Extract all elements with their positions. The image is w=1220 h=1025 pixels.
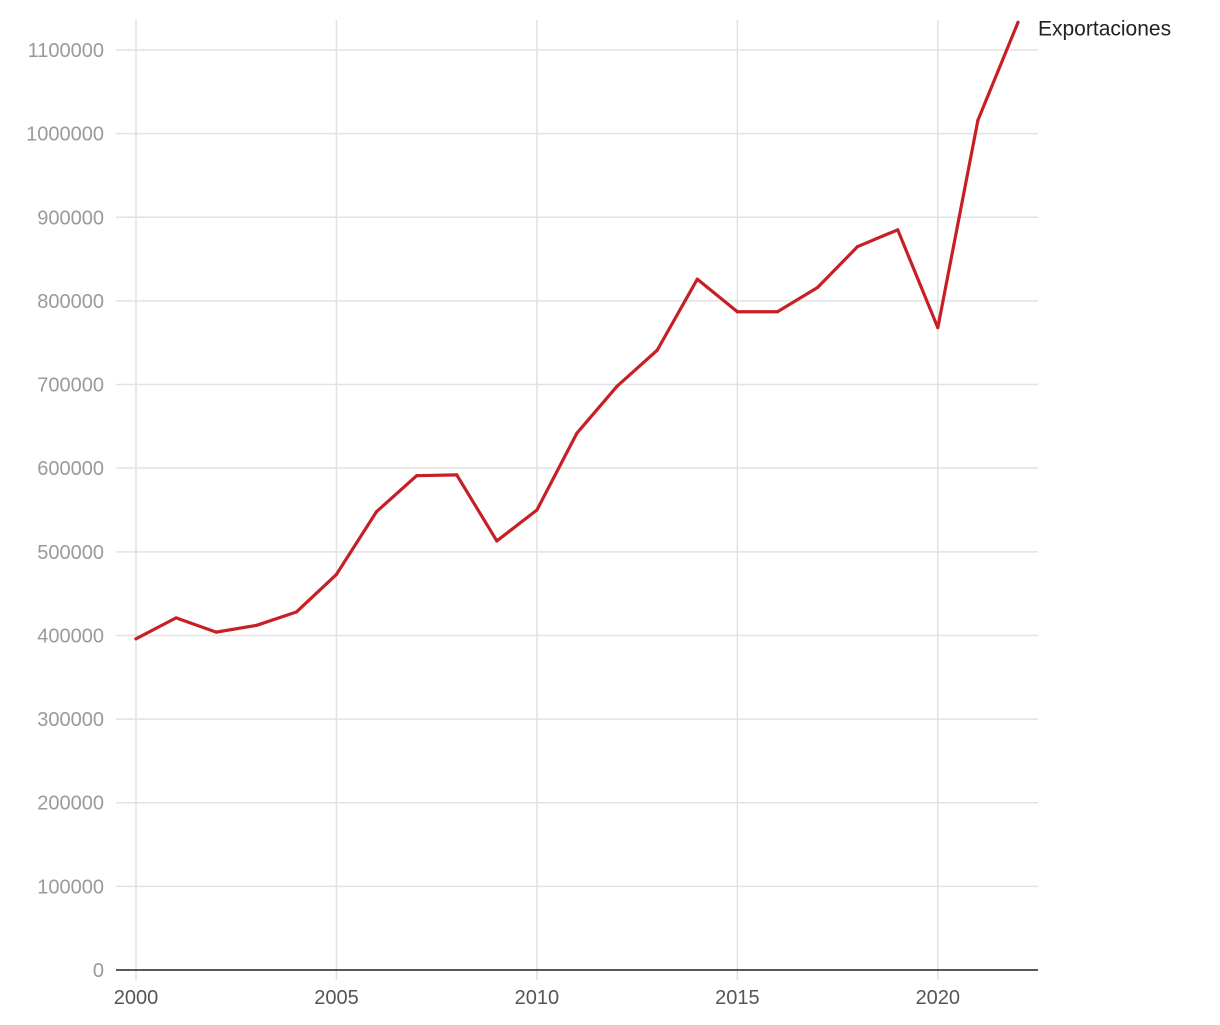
y-tick-label: 500000 bbox=[37, 542, 104, 564]
data-point bbox=[254, 623, 258, 628]
data-point bbox=[535, 508, 539, 512]
y-tick-label: 800000 bbox=[37, 291, 104, 313]
data-point bbox=[134, 637, 138, 641]
y-tick-label: 0 bbox=[93, 960, 104, 982]
series-label: Exportaciones bbox=[1038, 17, 1171, 40]
data-point bbox=[294, 610, 298, 614]
y-tick-label: 1000000 bbox=[26, 124, 104, 146]
x-tick-label: 2005 bbox=[314, 987, 359, 1009]
data-point bbox=[374, 510, 379, 514]
series-line bbox=[134, 20, 1020, 641]
data-point bbox=[334, 572, 339, 577]
data-point bbox=[174, 616, 178, 620]
legend: Exportaciones bbox=[1038, 17, 1171, 40]
data-point bbox=[936, 326, 940, 330]
data-point bbox=[695, 277, 699, 281]
data-point bbox=[775, 310, 780, 314]
y-tick-label: 700000 bbox=[37, 375, 104, 397]
y-axis: 0 100000 200000 300000 400000 500000 600000 700… bbox=[26, 40, 104, 982]
x-axis: 2000 2005 2010 2015 2020 bbox=[114, 969, 1038, 1009]
y-tick-label: 600000 bbox=[37, 458, 104, 480]
x-tick-label: 2000 bbox=[114, 987, 159, 1009]
data-point bbox=[976, 118, 980, 122]
data-point bbox=[856, 244, 860, 249]
series-layer bbox=[134, 20, 1020, 641]
data-point bbox=[615, 384, 619, 388]
data-point bbox=[655, 348, 659, 352]
y-tick-label: 1100000 bbox=[28, 40, 104, 62]
data-point bbox=[575, 431, 579, 435]
grid-layer bbox=[116, 20, 1038, 980]
x-tick-label: 2010 bbox=[515, 987, 560, 1009]
data-point bbox=[896, 228, 900, 232]
y-tick-label: 200000 bbox=[37, 793, 104, 815]
y-tick-label: 100000 bbox=[37, 876, 104, 898]
data-point bbox=[735, 310, 739, 314]
y-tick-label: 900000 bbox=[37, 207, 104, 229]
data-point bbox=[415, 474, 419, 478]
data-point bbox=[214, 630, 218, 634]
x-tick-label: 2020 bbox=[916, 987, 961, 1009]
data-point bbox=[815, 285, 820, 290]
data-point bbox=[495, 539, 499, 543]
data-point bbox=[1016, 20, 1020, 24]
y-tick-label: 400000 bbox=[37, 625, 104, 647]
x-tick-label: 2015 bbox=[715, 987, 760, 1009]
y-tick-label: 300000 bbox=[37, 709, 104, 731]
data-point bbox=[455, 473, 459, 477]
